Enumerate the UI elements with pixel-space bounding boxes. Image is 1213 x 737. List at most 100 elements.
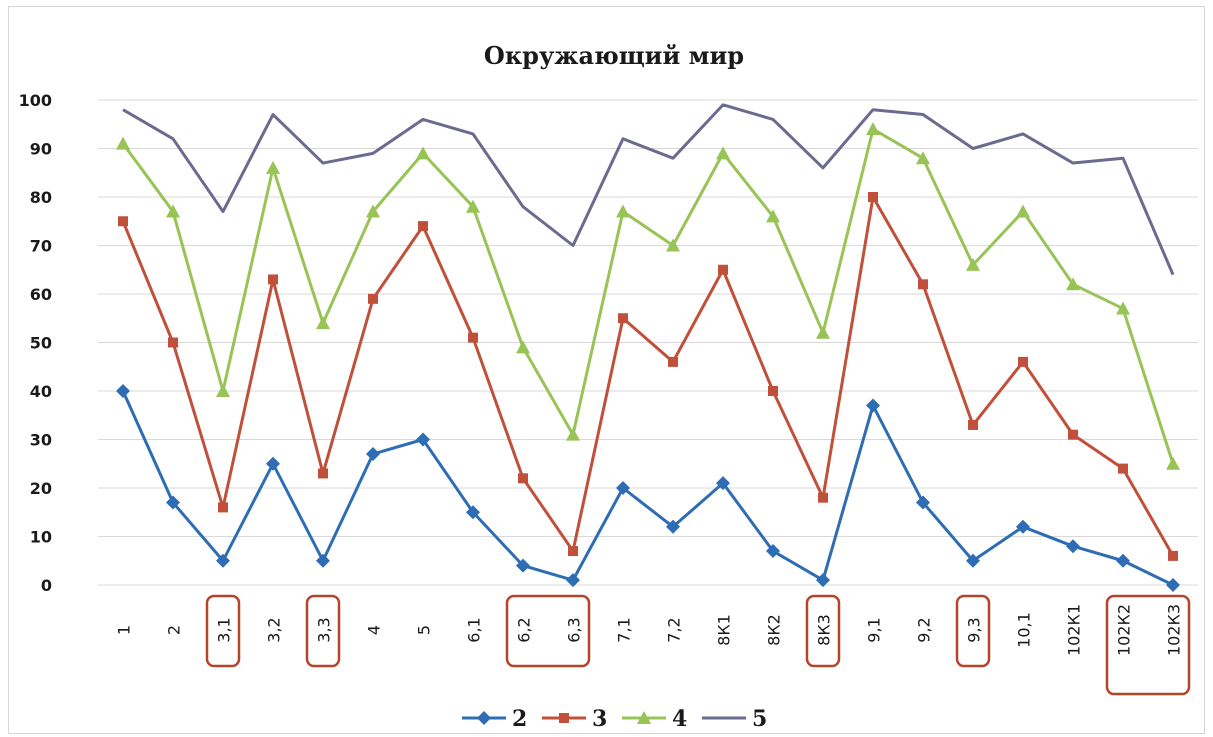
x-tick-label: 6,2 bbox=[515, 617, 534, 642]
x-tick-label: 6,1 bbox=[465, 617, 484, 642]
x-tick-label: 5 bbox=[415, 625, 434, 635]
data-point-diamond bbox=[1116, 553, 1130, 568]
data-point-square bbox=[918, 279, 928, 290]
highlight-boxes bbox=[205, 594, 1191, 696]
data-point-square bbox=[118, 216, 128, 227]
data-point-diamond bbox=[266, 456, 280, 471]
data-point-diamond bbox=[166, 495, 180, 510]
data-point-triangle bbox=[1016, 204, 1030, 218]
data-point-triangle bbox=[116, 136, 130, 150]
x-tick-label: 102К3 bbox=[1165, 604, 1184, 656]
data-point-square bbox=[568, 546, 578, 557]
y-tick-label: 80 bbox=[30, 188, 52, 207]
legend-item: 5 bbox=[702, 706, 767, 732]
data-point-square bbox=[1018, 356, 1028, 367]
x-tick-label: 102К1 bbox=[1065, 604, 1084, 656]
x-tick-label: 8К3 bbox=[815, 614, 834, 646]
data-point-triangle bbox=[766, 209, 780, 223]
data-point-diamond bbox=[216, 553, 230, 568]
data-point-triangle bbox=[666, 238, 680, 252]
highlight-box bbox=[505, 594, 591, 668]
data-point-diamond bbox=[477, 711, 491, 725]
series-5 bbox=[122, 103, 1175, 276]
data-point-square bbox=[1068, 429, 1078, 440]
y-tick-label: 60 bbox=[30, 285, 52, 304]
data-point-triangle bbox=[316, 316, 330, 330]
data-point-triangle bbox=[1116, 301, 1130, 315]
legend-item: 4 bbox=[622, 706, 687, 732]
y-tick-label: 90 bbox=[30, 140, 52, 159]
data-point-triangle bbox=[266, 160, 280, 174]
data-point-diamond bbox=[916, 495, 930, 510]
x-tick-label: 7,1 bbox=[615, 617, 634, 642]
data-point-triangle bbox=[616, 204, 630, 218]
data-point-square bbox=[368, 293, 378, 304]
data-point-square bbox=[968, 419, 978, 430]
data-point-square bbox=[1118, 463, 1128, 474]
x-tick-label: 8К2 bbox=[765, 614, 784, 646]
grid-layer bbox=[98, 99, 1198, 586]
data-point-diamond bbox=[1066, 539, 1080, 554]
legend-label: 5 bbox=[752, 706, 767, 732]
data-point-triangle bbox=[1166, 456, 1180, 470]
data-point-diamond bbox=[466, 505, 480, 520]
data-point-diamond bbox=[616, 481, 630, 495]
data-point-triangle bbox=[416, 146, 430, 160]
data-point-square bbox=[318, 468, 328, 479]
data-point-diamond bbox=[566, 573, 580, 588]
data-point-diamond bbox=[966, 553, 980, 568]
data-point-diamond bbox=[866, 398, 880, 413]
data-point-diamond bbox=[516, 558, 530, 573]
data-point-triangle bbox=[916, 151, 930, 165]
data-point-diamond bbox=[366, 447, 380, 462]
data-point-square bbox=[518, 473, 528, 484]
y-tick-label: 50 bbox=[30, 334, 52, 353]
x-tick-label: 4 bbox=[365, 625, 384, 635]
data-point-triangle bbox=[516, 340, 530, 354]
data-point-square bbox=[718, 264, 728, 275]
data-point-square bbox=[218, 502, 228, 513]
series-line bbox=[121, 390, 1174, 587]
data-point-triangle bbox=[216, 384, 230, 397]
data-point-square bbox=[468, 332, 478, 343]
x-tick-label: 7,2 bbox=[665, 617, 684, 642]
data-point-triangle bbox=[566, 427, 580, 441]
data-point-triangle bbox=[166, 204, 180, 218]
highlight-box bbox=[1105, 594, 1191, 696]
data-point-triangle bbox=[716, 146, 730, 160]
data-point-diamond bbox=[816, 573, 830, 588]
series-layer bbox=[116, 103, 1180, 592]
legend-label: 3 bbox=[592, 706, 607, 732]
highlight-box bbox=[205, 594, 241, 668]
data-point-square bbox=[668, 356, 678, 367]
highlight-box bbox=[305, 594, 341, 668]
y-tick-label: 70 bbox=[30, 237, 52, 256]
data-point-square bbox=[868, 192, 878, 202]
x-tick-label: 3,1 bbox=[215, 617, 234, 642]
x-tick-label: 2 bbox=[165, 625, 184, 635]
x-tick-label: 6,3 bbox=[565, 617, 584, 642]
data-point-square bbox=[618, 313, 628, 324]
y-tick-label: 40 bbox=[30, 382, 52, 401]
data-point-triangle bbox=[637, 711, 651, 724]
data-point-triangle bbox=[866, 122, 880, 136]
data-point-triangle bbox=[466, 199, 480, 213]
x-tick-label: 1 bbox=[115, 625, 134, 635]
data-point-square bbox=[268, 274, 278, 285]
y-tick-label: 30 bbox=[30, 431, 52, 450]
y-tick-label: 0 bbox=[41, 576, 52, 595]
data-point-diamond bbox=[316, 553, 330, 568]
data-point-square bbox=[418, 221, 428, 232]
data-point-diamond bbox=[766, 544, 780, 559]
series-line bbox=[121, 127, 1175, 465]
data-point-diamond bbox=[666, 519, 680, 534]
x-tick-label: 9,1 bbox=[865, 617, 884, 642]
data-point-diamond bbox=[716, 476, 730, 491]
series-3 bbox=[118, 192, 1178, 561]
chart-title: Окружающий мир bbox=[484, 41, 744, 70]
legend-item: 3 bbox=[542, 706, 607, 732]
x-tick-label: 10,1 bbox=[1015, 612, 1034, 648]
data-point-square bbox=[1168, 550, 1178, 561]
x-tick-label: 3,2 bbox=[265, 617, 284, 642]
x-axis: 1 2 3,1 3,2 3,3 4 5 6,1 6,2 6,3 7,1 7,2 8К1 8К2 8К3 9,1… bbox=[115, 604, 1184, 656]
